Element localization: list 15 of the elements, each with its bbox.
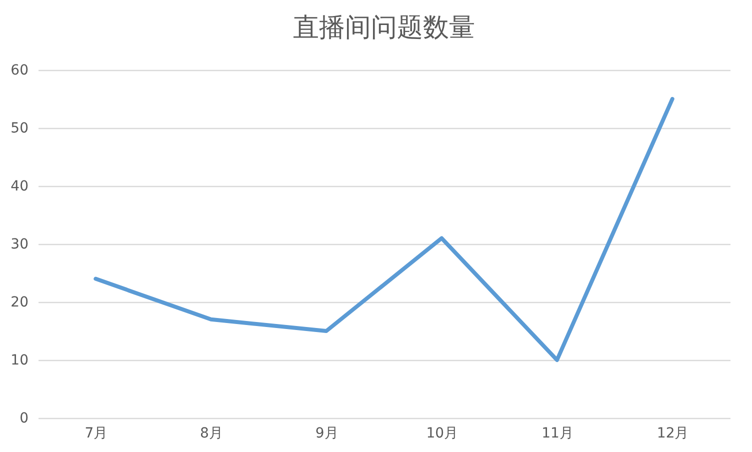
x-tick-label: 12月 [656,426,689,442]
x-tick-label: 8月 [200,426,223,442]
line-series [94,97,674,362]
y-tick-label: 40 [10,178,28,194]
y-tick-label: 20 [10,294,28,310]
y-tick-label: 60 [10,62,28,78]
x-tick-label: 10月 [426,426,458,442]
y-tick-label: 0 [20,410,28,426]
y-tick-label: 50 [10,120,28,136]
x-tick-label: 9月 [315,426,338,442]
x-tick-label: 7月 [84,426,108,442]
x-tick-label: 11月 [542,426,574,442]
chart-title: 直播间问题数量 [293,13,475,43]
y-tick-label: 10 [10,352,28,368]
y-tick-label: 30 [10,236,28,252]
